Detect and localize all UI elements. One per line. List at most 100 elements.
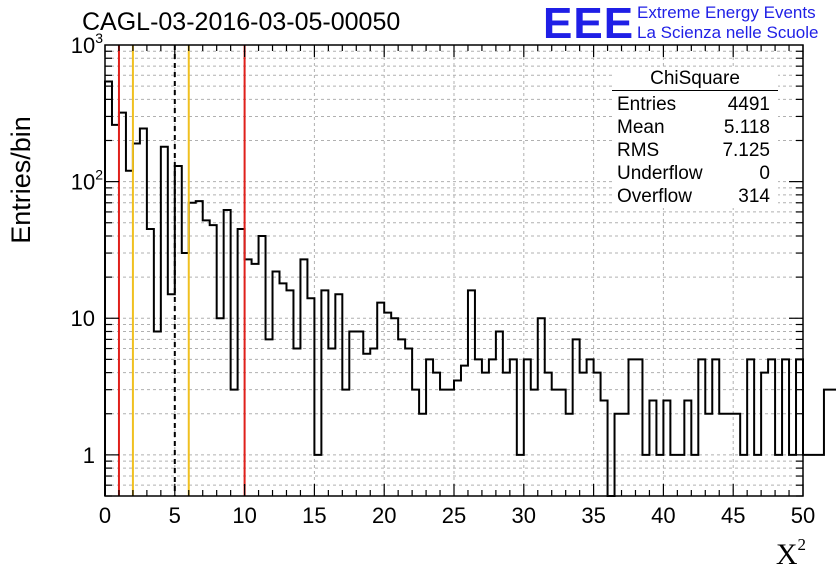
histogram-bin [405,349,412,496]
histogram-bin [314,455,321,496]
x-tick-label: 15 [302,503,326,528]
stats-value: 5.118 [723,117,770,138]
histogram-bin [391,318,398,496]
histogram-bin [768,359,775,496]
histogram-bin [559,390,566,496]
histogram-bin [782,359,789,496]
histogram-bin [698,359,705,496]
histogram-bin [789,455,796,496]
histogram-bin [259,236,266,496]
stats-label: RMS [617,140,660,161]
histogram-bin [426,359,433,496]
histogram-bin [622,414,629,496]
stats-value: 7.125 [722,140,770,161]
histogram-outline [104,80,836,497]
histogram-bin [594,373,601,496]
x-tick-label: 45 [721,503,745,528]
x-tick-label: 0 [99,503,111,528]
histogram-bin [280,283,287,496]
histogram-bin [112,125,119,496]
histogram-bin [224,210,231,496]
histogram-bin [496,331,503,496]
histogram-bin [740,455,747,496]
stats-row-underflow: Underflow 0 [612,162,778,185]
stats-label: Overflow [617,186,692,207]
x-tick-label: 40 [651,503,675,528]
histogram-bin [691,455,698,496]
stats-label: Mean [617,117,665,138]
histogram-bin [307,298,314,496]
stats-value: 4491 [727,94,770,115]
histogram-bin [105,82,112,496]
histogram-bin [266,339,273,496]
histogram-bin [642,455,649,496]
histogram-bin [293,349,300,496]
stats-label: Entries [617,94,677,115]
histogram-bin [363,354,370,496]
histogram-bin [140,128,147,496]
histogram-bin [440,390,447,496]
histogram-bin [182,253,189,496]
histogram-bin [635,359,642,496]
histogram-bin [461,366,468,496]
histogram-bin [684,401,691,496]
histogram-bin [705,414,712,496]
histogram-bin [252,264,259,496]
histogram-bin [531,390,538,496]
stats-row-rms: RMS 7.125 [612,139,778,162]
x-axis-label-sup: 2 [797,535,807,554]
stats-value: 0 [759,163,770,184]
histogram-bin [656,455,663,496]
histogram-bin [210,225,217,496]
histogram-bin [175,166,182,496]
page-title: CAGL-03-2016-03-05-00050 [82,8,401,36]
histogram-bin [468,290,475,496]
histogram-bin [377,303,384,496]
histogram-bin [238,229,245,496]
y-axis-label: Entries/bin [6,116,36,244]
x-tick-label: 50 [791,503,815,528]
histogram-bin [447,390,454,496]
histogram-bin [217,318,224,496]
histogram-bin [831,390,836,496]
x-tick-label: 25 [442,503,466,528]
histogram-bin [775,455,782,496]
histogram-bin [517,455,524,496]
histogram-bin [482,373,489,496]
histogram-bin [601,401,608,496]
x-axis-label: X2 [776,535,806,572]
histogram-bin [761,373,768,496]
histogram-bin [168,294,175,496]
histogram-bin [510,359,517,496]
histogram-bin [552,390,559,496]
histogram-bin [286,290,293,496]
histogram-bin [196,201,203,496]
y-tick-label: 103 [71,30,103,58]
histogram-bin [147,229,154,496]
histogram-bin [754,455,761,496]
stats-value: 314 [738,186,770,207]
histogram-bin [300,259,307,496]
histogram-bin [719,414,726,496]
histogram-bin [817,455,824,496]
stats-row-entries: Entries 4491 [612,93,778,116]
histogram-bin [126,171,133,496]
histogram-bin [119,113,126,496]
stats-row-overflow: Overflow 314 [612,185,778,208]
histogram-bin [587,359,594,496]
y-tick-label: 10 [71,306,95,331]
eee-logo: EEE [543,0,635,48]
histogram-bin [726,414,733,496]
histogram-bin [328,349,335,496]
histogram-bin [503,373,510,496]
histogram-bin [356,331,363,496]
histogram-bin [824,390,831,496]
histogram-bin [670,455,677,496]
histogram-bin [615,414,622,496]
histogram-bin [349,331,356,496]
y-tick-label: 102 [71,167,103,195]
histogram-bin [454,381,461,496]
x-tick-label: 10 [232,503,256,528]
logo-line-1: Extreme Energy Events [637,3,816,22]
